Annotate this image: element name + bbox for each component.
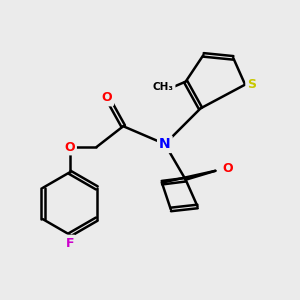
Text: O: O — [102, 92, 112, 104]
Text: O: O — [222, 162, 232, 175]
Text: N: N — [159, 137, 171, 151]
Text: S: S — [247, 78, 256, 91]
Text: CH₃: CH₃ — [153, 82, 174, 92]
Text: F: F — [65, 236, 74, 250]
Text: O: O — [64, 140, 75, 154]
